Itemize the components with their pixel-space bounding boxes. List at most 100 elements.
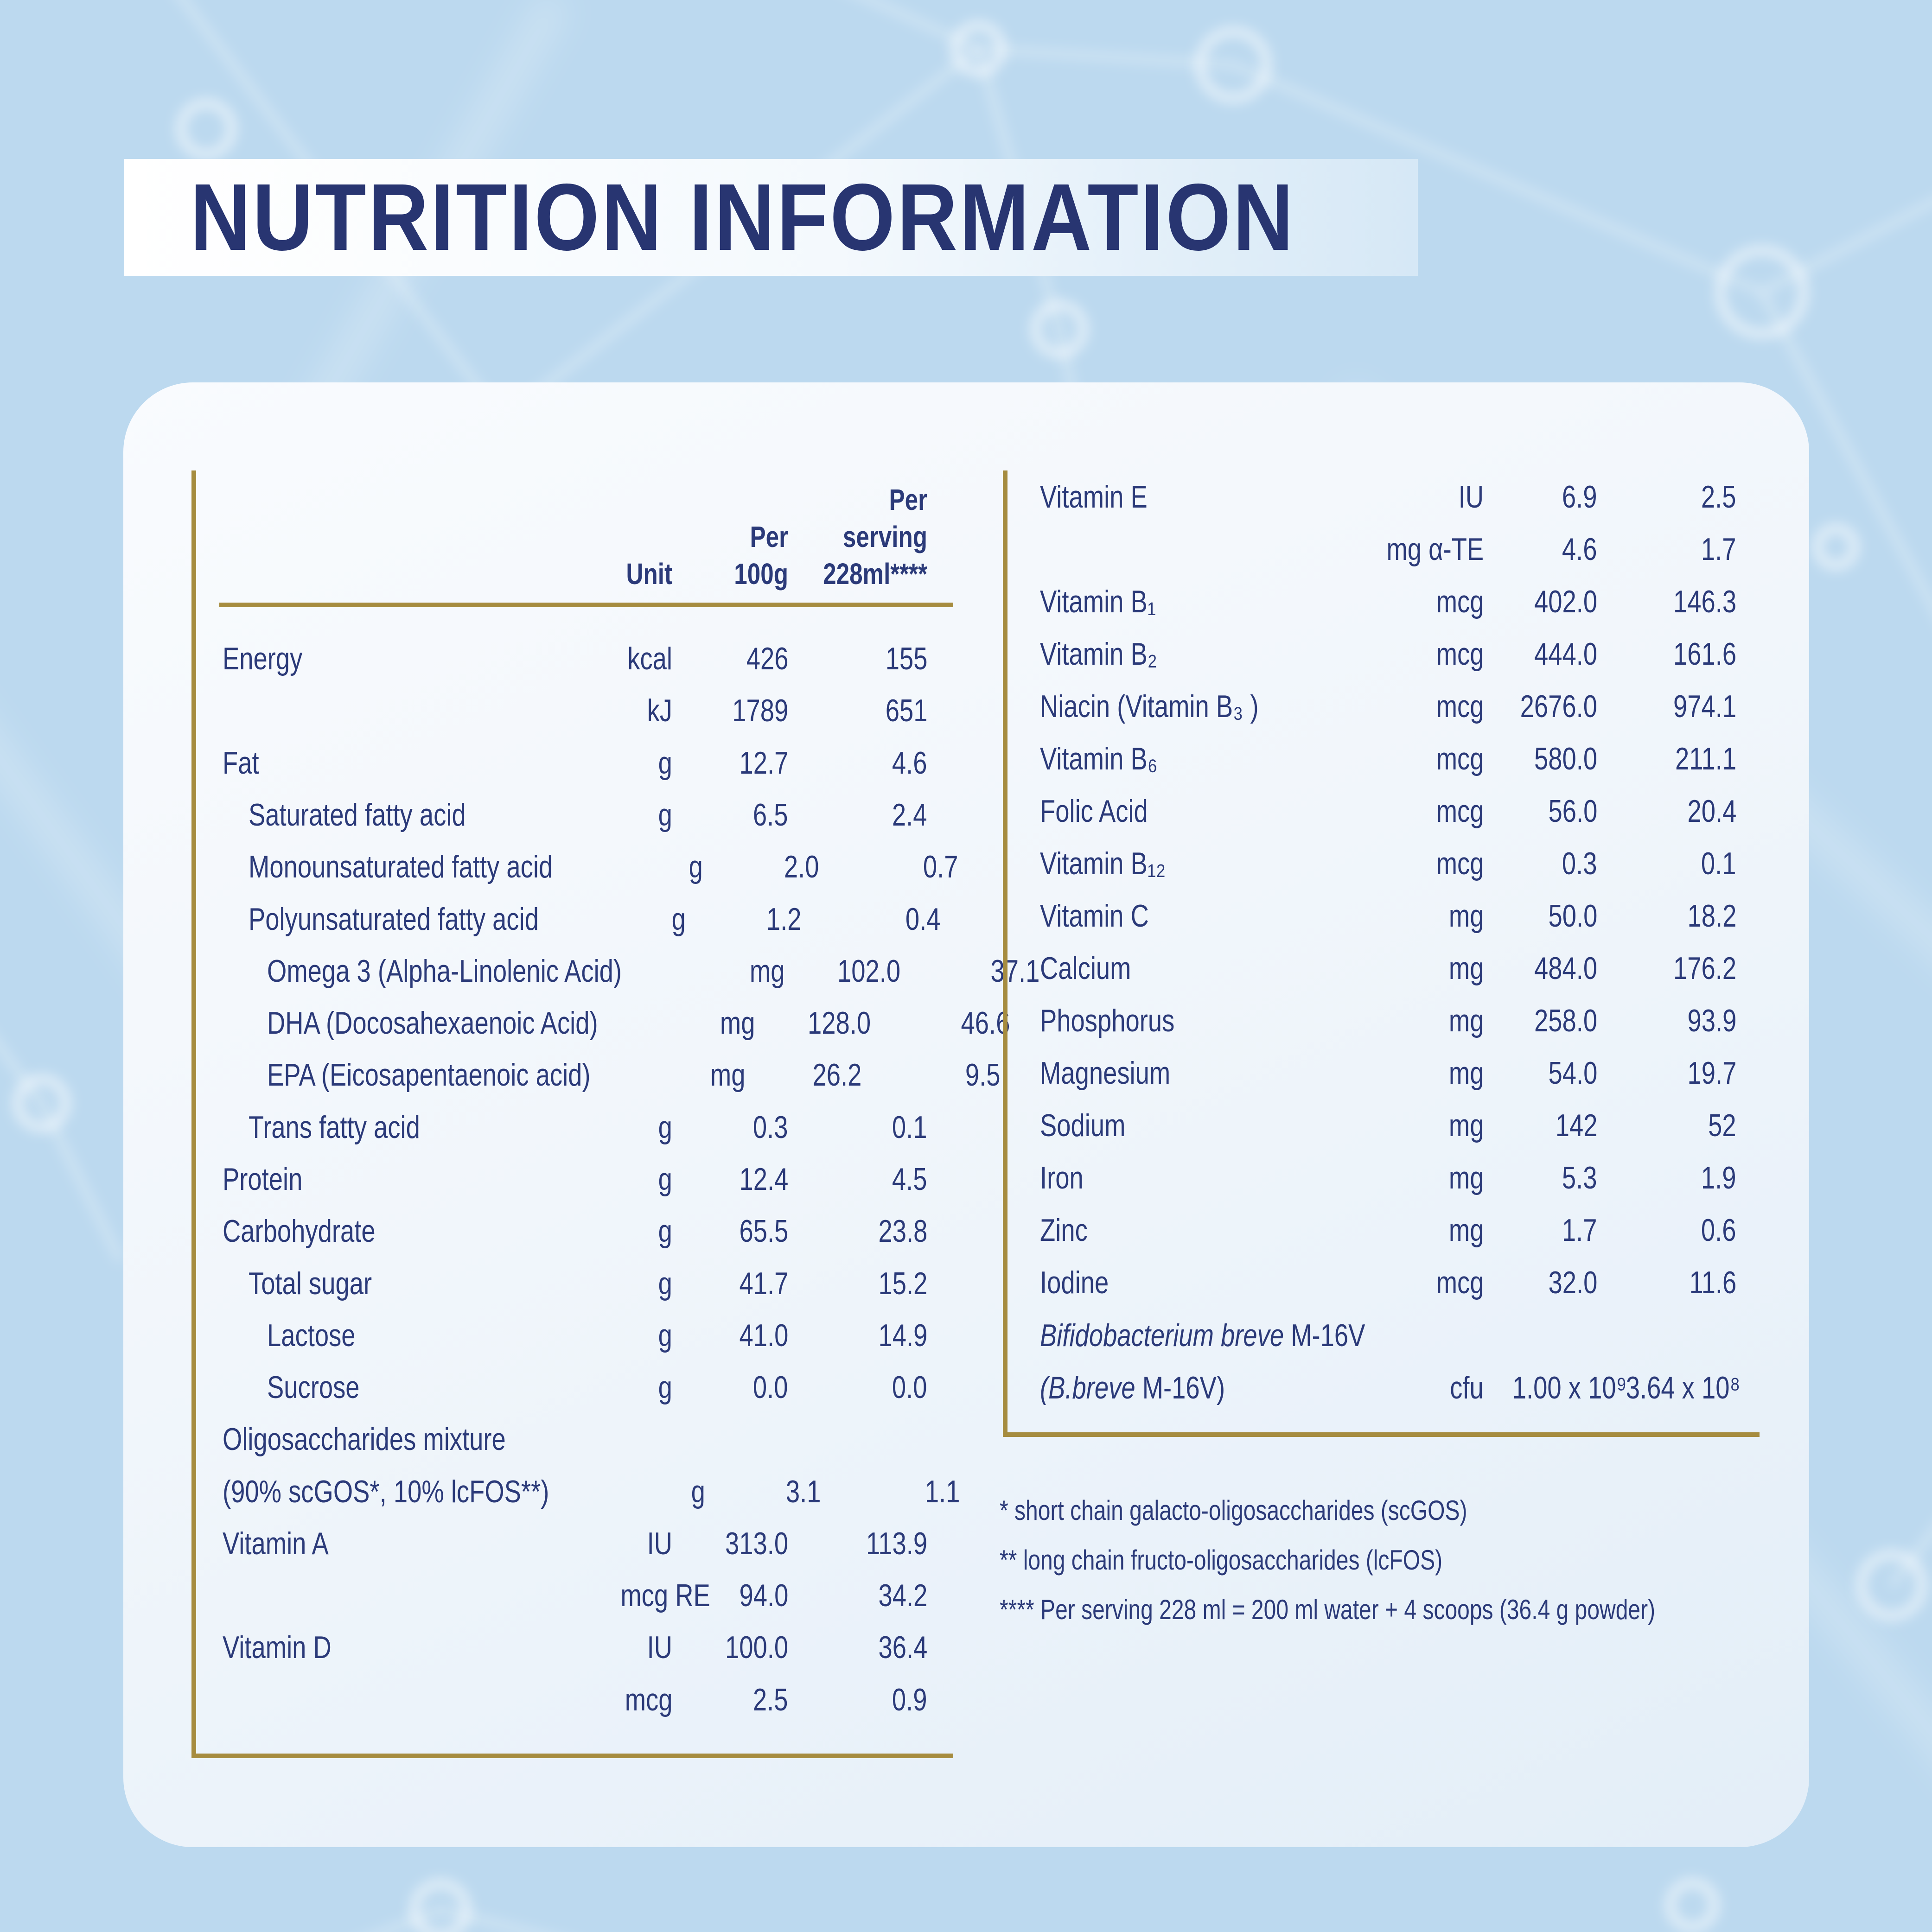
row-per-serving: 113.9 xyxy=(866,1525,927,1561)
table-row: Vitamin C mg 50.0 18.2 xyxy=(1007,890,1760,942)
row-per-serving: 651 xyxy=(885,693,927,729)
row-label: Oligosaccharides mixture xyxy=(223,1422,506,1457)
header-serving-line1: Per xyxy=(889,483,927,516)
row-label-cell: Vitamin D xyxy=(223,1629,598,1665)
row-per-100g: 26.2 xyxy=(812,1057,861,1093)
table-row: Monounsaturated fatty acid g 2.0 0.7 xyxy=(196,841,958,893)
row-per-serving: 974.1 xyxy=(1673,688,1736,724)
row-per-100g: 0.3 xyxy=(1562,845,1597,881)
row-unit-cell: g xyxy=(598,745,672,781)
row-per-serving: 0.4 xyxy=(905,901,941,937)
row-label: Polyunsaturated fatty acid xyxy=(249,901,539,937)
row-per-serving: 1.1 xyxy=(925,1474,960,1509)
row-per-serving-cell: 1.7 xyxy=(1597,531,1736,567)
row-per-serving-cell xyxy=(1690,1317,1829,1354)
table-row: mcg 2.5 0.9 xyxy=(196,1674,953,1726)
table-row: Energy kcal 426 155 xyxy=(196,633,953,685)
row-unit-cell: mg xyxy=(1354,1055,1484,1091)
table-row: Calcium mg 484.0 176.2 xyxy=(1007,942,1760,995)
row-per-100g: 1789 xyxy=(732,693,788,729)
row-per-100g-cell: 41.0 xyxy=(672,1317,788,1354)
row-label: (90% scGOS*, 10% lcFOS**) xyxy=(223,1474,549,1509)
row-per-100g-cell: 0.3 xyxy=(1484,845,1597,882)
row-per-serving: 0.7 xyxy=(923,849,958,885)
header-serving-line2: serving xyxy=(842,520,927,553)
table-row: (B.breve M-16V) cfu 1.00 x 10⁹ 3.64 x 10⁸ xyxy=(1007,1361,1760,1414)
row-per-serving-cell: 93.9 xyxy=(1597,1003,1736,1039)
table-row: Bifidobacterium breve M-16V xyxy=(1007,1309,1760,1361)
row-label-cell: Iodine xyxy=(1040,1265,1354,1301)
header-col-per-100g: Per 100g xyxy=(672,470,788,603)
row-label-cell xyxy=(1040,531,1354,567)
row-unit-cell: mg xyxy=(681,1005,755,1041)
row-per-serving-cell: 52 xyxy=(1597,1107,1736,1144)
row-label: Vitamin A xyxy=(223,1525,329,1561)
row-per-serving: 1.9 xyxy=(1701,1160,1736,1196)
row-per-100g: 54.0 xyxy=(1548,1055,1597,1091)
nutrition-table-right: Vitamin E IU 6.9 2.5 mg α-TE 4.6 1.7 Vitamin B₁… xyxy=(1003,470,1760,1437)
row-per-100g: 6.5 xyxy=(753,797,788,833)
footnote-per-serving-text: **** Per serving 228 ml = 200 ml water +… xyxy=(1000,1594,1656,1625)
nutrition-table-left: Unit Per 100g Per serving 228ml**** Ener… xyxy=(191,470,1039,1758)
row-per-100g-cell: 50.0 xyxy=(1484,898,1597,934)
row-label-italic: Bifidobacterium breve xyxy=(1040,1317,1284,1353)
row-label: Magnesium xyxy=(1040,1055,1171,1091)
row-label-cell: DHA (Docosahexaenoic Acid) xyxy=(223,1005,681,1041)
row-per-100g-cell: 2.0 xyxy=(703,849,819,885)
table-row: Vitamin B₂ mcg 444.0 161.6 xyxy=(1007,628,1760,680)
row-unit: mg α-TE xyxy=(1386,531,1484,567)
row-unit: mg xyxy=(710,1057,746,1093)
row-per-100g: 32.0 xyxy=(1548,1265,1597,1301)
row-unit: kJ xyxy=(647,693,672,729)
row-unit: mg xyxy=(749,953,785,989)
row-unit: mcg xyxy=(625,1682,672,1717)
row-label: Lactose xyxy=(267,1317,356,1353)
row-per-serving: 161.6 xyxy=(1673,636,1736,672)
table-row: Vitamin B₁ mcg 402.0 146.3 xyxy=(1007,575,1760,628)
row-label: Iron xyxy=(1040,1160,1084,1196)
row-per-100g-cell: 258.0 xyxy=(1484,1003,1597,1039)
row-unit: g xyxy=(658,1265,672,1301)
row-label-cell: Protein xyxy=(223,1161,598,1197)
table-row: Polyunsaturated fatty acid g 1.2 0.4 xyxy=(196,893,953,945)
row-unit-cell: mg xyxy=(1354,1212,1484,1248)
row-per-serving-cell: 37.1 xyxy=(900,953,1039,989)
row-per-serving: 2.4 xyxy=(892,797,927,833)
row-unit-cell: g xyxy=(598,1161,672,1197)
row-label: Carbohydrate xyxy=(223,1214,376,1249)
row-label-cell: EPA (Eicosapentaenoic acid) xyxy=(223,1057,671,1093)
row-label-cell: (90% scGOS*, 10% lcFOS**) xyxy=(223,1474,631,1510)
row-per-100g-cell: 313.0 xyxy=(672,1525,788,1562)
header-per100g-line2: 100g xyxy=(734,557,788,591)
row-unit-cell: kcal xyxy=(598,641,672,677)
header-col-unit: Unit xyxy=(598,470,672,603)
table-row: Folic Acid mcg 56.0 20.4 xyxy=(1007,785,1760,837)
header-unit-label: Unit xyxy=(626,557,672,591)
row-per-100g-cell: 1.00 x 10⁹ xyxy=(1484,1370,1627,1406)
row-per-serving: 19.7 xyxy=(1687,1055,1736,1091)
row-unit-cell: mcg xyxy=(1354,636,1484,672)
row-unit-cell: g xyxy=(598,1369,672,1405)
row-per-serving: 52 xyxy=(1708,1108,1736,1144)
row-label-cell: Bifidobacterium breve M-16V xyxy=(1040,1317,1447,1354)
row-label-cell: Lactose xyxy=(223,1317,598,1354)
table-row: Zinc mg 1.7 0.6 xyxy=(1007,1204,1760,1257)
row-label: Monounsaturated fatty acid xyxy=(249,849,553,885)
row-unit-cell: mg xyxy=(1354,1160,1484,1196)
row-per-serving: 4.5 xyxy=(892,1161,927,1197)
row-unit: mg xyxy=(720,1005,755,1041)
row-label-cell: Carbohydrate xyxy=(223,1213,598,1249)
table-row: EPA (Eicosapentaenoic acid) mg 26.2 9.5 xyxy=(196,1049,1001,1101)
row-unit-cell: mg xyxy=(1354,898,1484,934)
row-label: M-16V) xyxy=(1135,1370,1225,1405)
row-label-cell: Vitamin B₁ xyxy=(1040,584,1354,620)
row-per-100g: 56.0 xyxy=(1548,793,1597,829)
row-per-serving: 2.5 xyxy=(1701,479,1736,515)
row-per-100g: 12.7 xyxy=(739,745,788,781)
row-unit: mcg xyxy=(1436,793,1484,829)
row-per-100g-cell: 56.0 xyxy=(1484,793,1597,829)
table-row: Saturated fatty acid g 6.5 2.4 xyxy=(196,789,953,841)
row-label-cell: Saturated fatty acid xyxy=(223,797,598,833)
row-per-100g-cell: 41.7 xyxy=(672,1265,788,1302)
